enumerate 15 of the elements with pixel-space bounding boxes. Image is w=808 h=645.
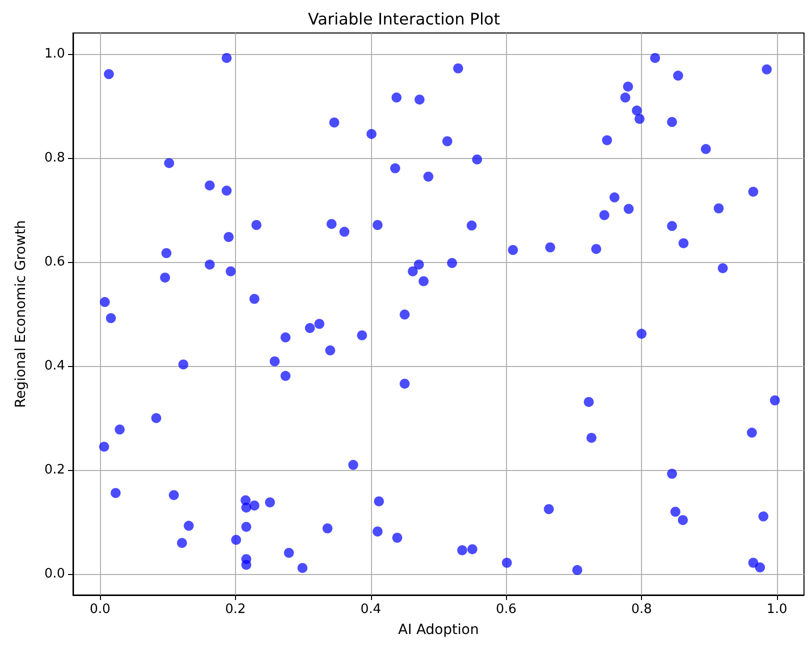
y-tick-label: 0.6 xyxy=(44,254,65,270)
chart-title: Variable Interaction Plot xyxy=(308,10,500,28)
y-tick-label: 0.8 xyxy=(44,150,65,166)
x-axis-title: AI Adoption xyxy=(398,622,479,638)
x-tick-label: 0.2 xyxy=(225,602,246,617)
y-tick-label: 0.0 xyxy=(44,566,65,582)
x-tick-label: 0.6 xyxy=(496,602,517,617)
x-tick-label: 1.0 xyxy=(766,602,788,617)
y-tick-label: 1.0 xyxy=(44,46,65,62)
x-tick-label: 0.8 xyxy=(631,602,652,617)
y-axis-title: Regional Economic Growth xyxy=(13,220,29,408)
y-tick-label: 0.4 xyxy=(44,358,65,374)
x-tick-label: 0.0 xyxy=(90,602,110,617)
x-tick-label: 0.4 xyxy=(360,602,382,617)
y-tick-label: 0.2 xyxy=(44,462,65,478)
